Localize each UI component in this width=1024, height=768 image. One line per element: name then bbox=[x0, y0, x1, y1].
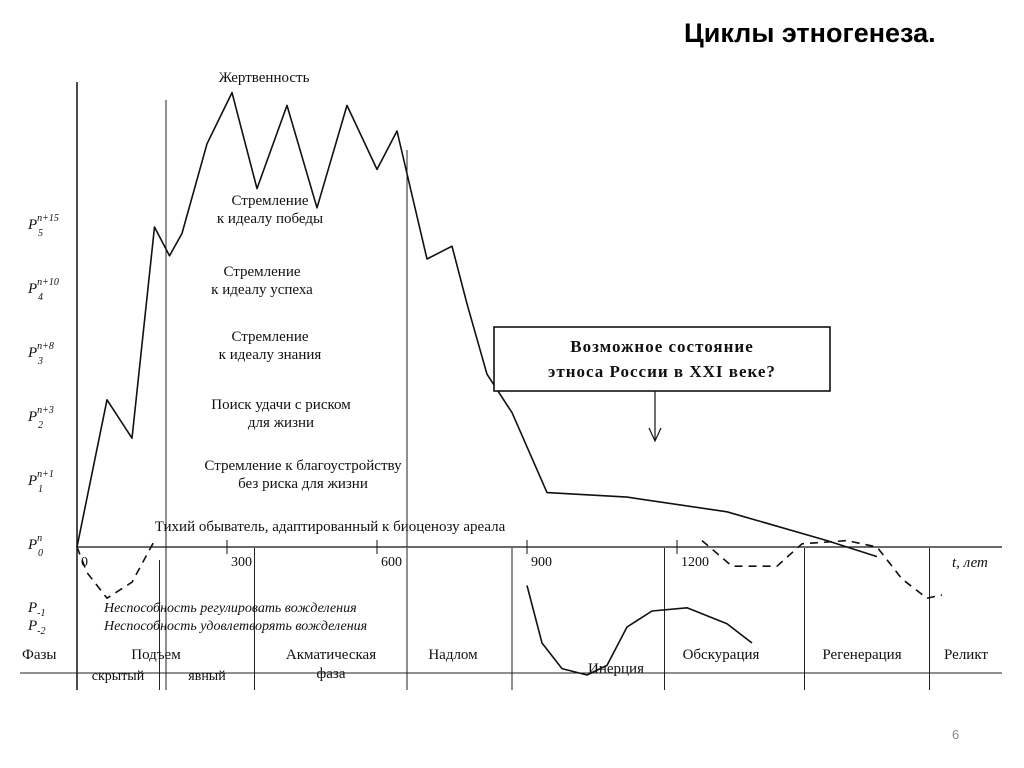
level-description: Стремление к идеалу победы bbox=[217, 193, 323, 227]
phase-label: Обскурация bbox=[683, 647, 760, 663]
phases-label: Фазы bbox=[22, 647, 57, 663]
phase-label: Инерция bbox=[588, 661, 644, 677]
x-tick-label: 300 bbox=[231, 555, 252, 570]
page-number: 6 bbox=[952, 727, 960, 742]
y-level-label: Pn+10 4 bbox=[27, 277, 59, 303]
x-tick-label: 600 bbox=[381, 555, 402, 570]
slide-title: Циклы этногенеза. bbox=[684, 18, 936, 48]
series-line bbox=[526, 585, 753, 676]
x-axis-label: t, лет bbox=[952, 555, 988, 571]
negative-level-label: P-2 bbox=[27, 618, 46, 637]
level-description: Стремление к идеалу успеха bbox=[211, 264, 313, 298]
y-level-label: Pn+15 5 bbox=[27, 213, 59, 239]
level-description: Тихий обыватель, адаптированный к биоцен… bbox=[155, 519, 506, 535]
series-line bbox=[76, 91, 878, 558]
annotation-text: Возможное состояние этноса России в XXI в… bbox=[548, 337, 776, 381]
series-line bbox=[701, 539, 943, 600]
phase-label: Реликт bbox=[944, 647, 988, 663]
phase-label: Регенерация bbox=[822, 647, 901, 663]
y-level-label: Pn+3 2 bbox=[27, 405, 54, 431]
subphase-label: явный bbox=[188, 669, 226, 684]
phase-label: Акматическая фаза bbox=[286, 647, 376, 682]
annotation-box bbox=[493, 326, 831, 392]
series-line bbox=[76, 540, 156, 600]
y-level-label: Pn+1 1 bbox=[27, 469, 54, 495]
x-tick-label: 0 bbox=[81, 555, 88, 570]
level-description: Поиск удачи с риском для жизни bbox=[211, 397, 351, 431]
negative-level-description: Неспособность удовлетворять вожделения bbox=[103, 619, 367, 634]
y-level-label: Pn+8 3 bbox=[27, 341, 54, 367]
negative-level-description: Неспособность регулировать вожделения bbox=[103, 601, 357, 616]
y-level-label: Pn 0 bbox=[27, 533, 43, 559]
phase-label: Надлом bbox=[428, 647, 478, 663]
level-description: Стремление к благоустройству без риска дл… bbox=[204, 458, 402, 492]
level-description: Жертвенность bbox=[219, 70, 310, 86]
negative-level-label: P-1 bbox=[27, 600, 46, 619]
x-tick-label: 1200 bbox=[681, 555, 709, 570]
subphase-label: скрытый bbox=[92, 669, 145, 684]
x-tick-label: 900 bbox=[531, 555, 552, 570]
level-description: Стремление к идеалу знания bbox=[219, 329, 322, 363]
annotation-arrow-head bbox=[648, 427, 662, 443]
phase-label: Подъем bbox=[131, 647, 181, 663]
